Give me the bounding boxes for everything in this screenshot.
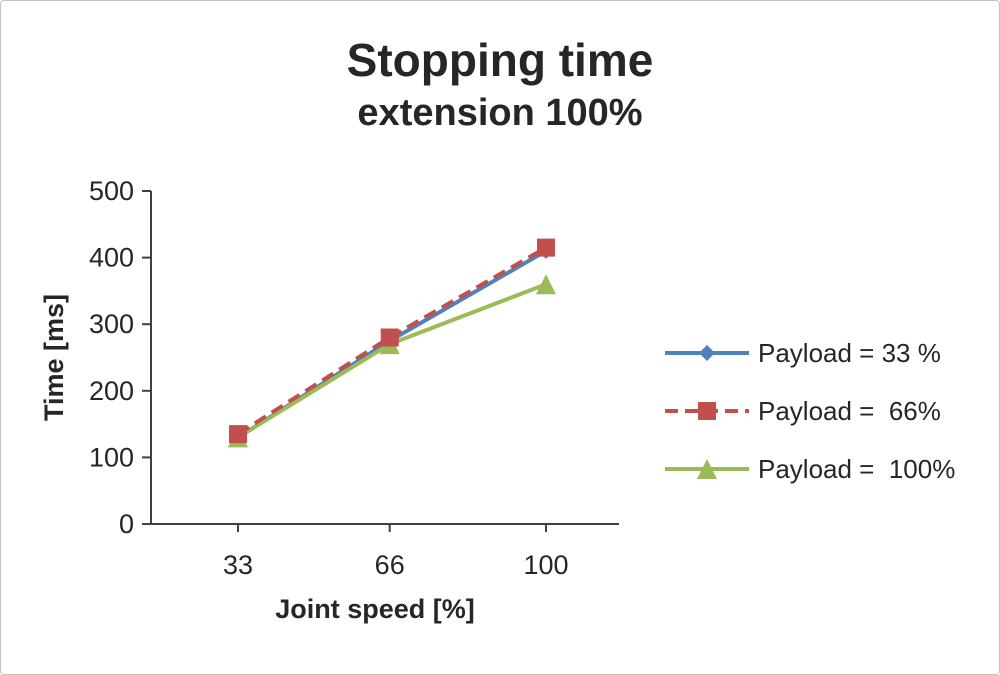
y-tick-label: 100 (89, 442, 134, 472)
legend-swatch-payload-100-icon (665, 459, 749, 479)
series-1-square-marker-icon (537, 238, 555, 257)
series-line-1 (236, 245, 547, 436)
series-2-triangle-marker-icon (536, 274, 556, 295)
y-tick-label: 200 (89, 376, 134, 406)
chart-subtitle: extension 100% (357, 92, 643, 134)
y-tick-label: 400 (89, 243, 134, 273)
legend: Payload = 33 % Payload = 66% Payload = 1… (663, 337, 993, 485)
y-tick-label: 0 (119, 509, 134, 539)
legend-diamond-marker-icon (699, 345, 715, 361)
legend-label-payload-33: Payload = 33 % (758, 337, 941, 368)
legend-item-payload-33: Payload = 33 % (663, 337, 993, 369)
x-axis-title: Joint speed [%] (275, 594, 475, 624)
y-tick-label: 300 (89, 309, 134, 339)
legend-swatch-payload-33-icon (665, 345, 749, 361)
y-tick-label: 500 (89, 176, 134, 206)
chart-title: Stopping time (346, 34, 654, 86)
legend-triangle-marker-icon (697, 459, 717, 479)
legend-square-marker-icon (698, 402, 716, 420)
x-tick-label: 66 (375, 550, 405, 580)
legend-item-payload-100: Payload = 100% (663, 453, 993, 485)
legend-swatch-payload-66-icon (665, 402, 749, 420)
legend-item-payload-66: Payload = 66% (663, 395, 993, 427)
x-tick-label: 33 (223, 550, 253, 580)
legend-label-payload-66: Payload = 66% (758, 395, 941, 426)
legend-label-payload-100: Payload = 100% (758, 453, 956, 484)
series-1-square-marker-icon (229, 425, 247, 444)
series-line-2 (236, 282, 547, 440)
series-1-square-marker-icon (380, 328, 399, 347)
y-axis-title: Time [ms] (39, 294, 69, 421)
x-tick-label: 100 (523, 550, 568, 580)
